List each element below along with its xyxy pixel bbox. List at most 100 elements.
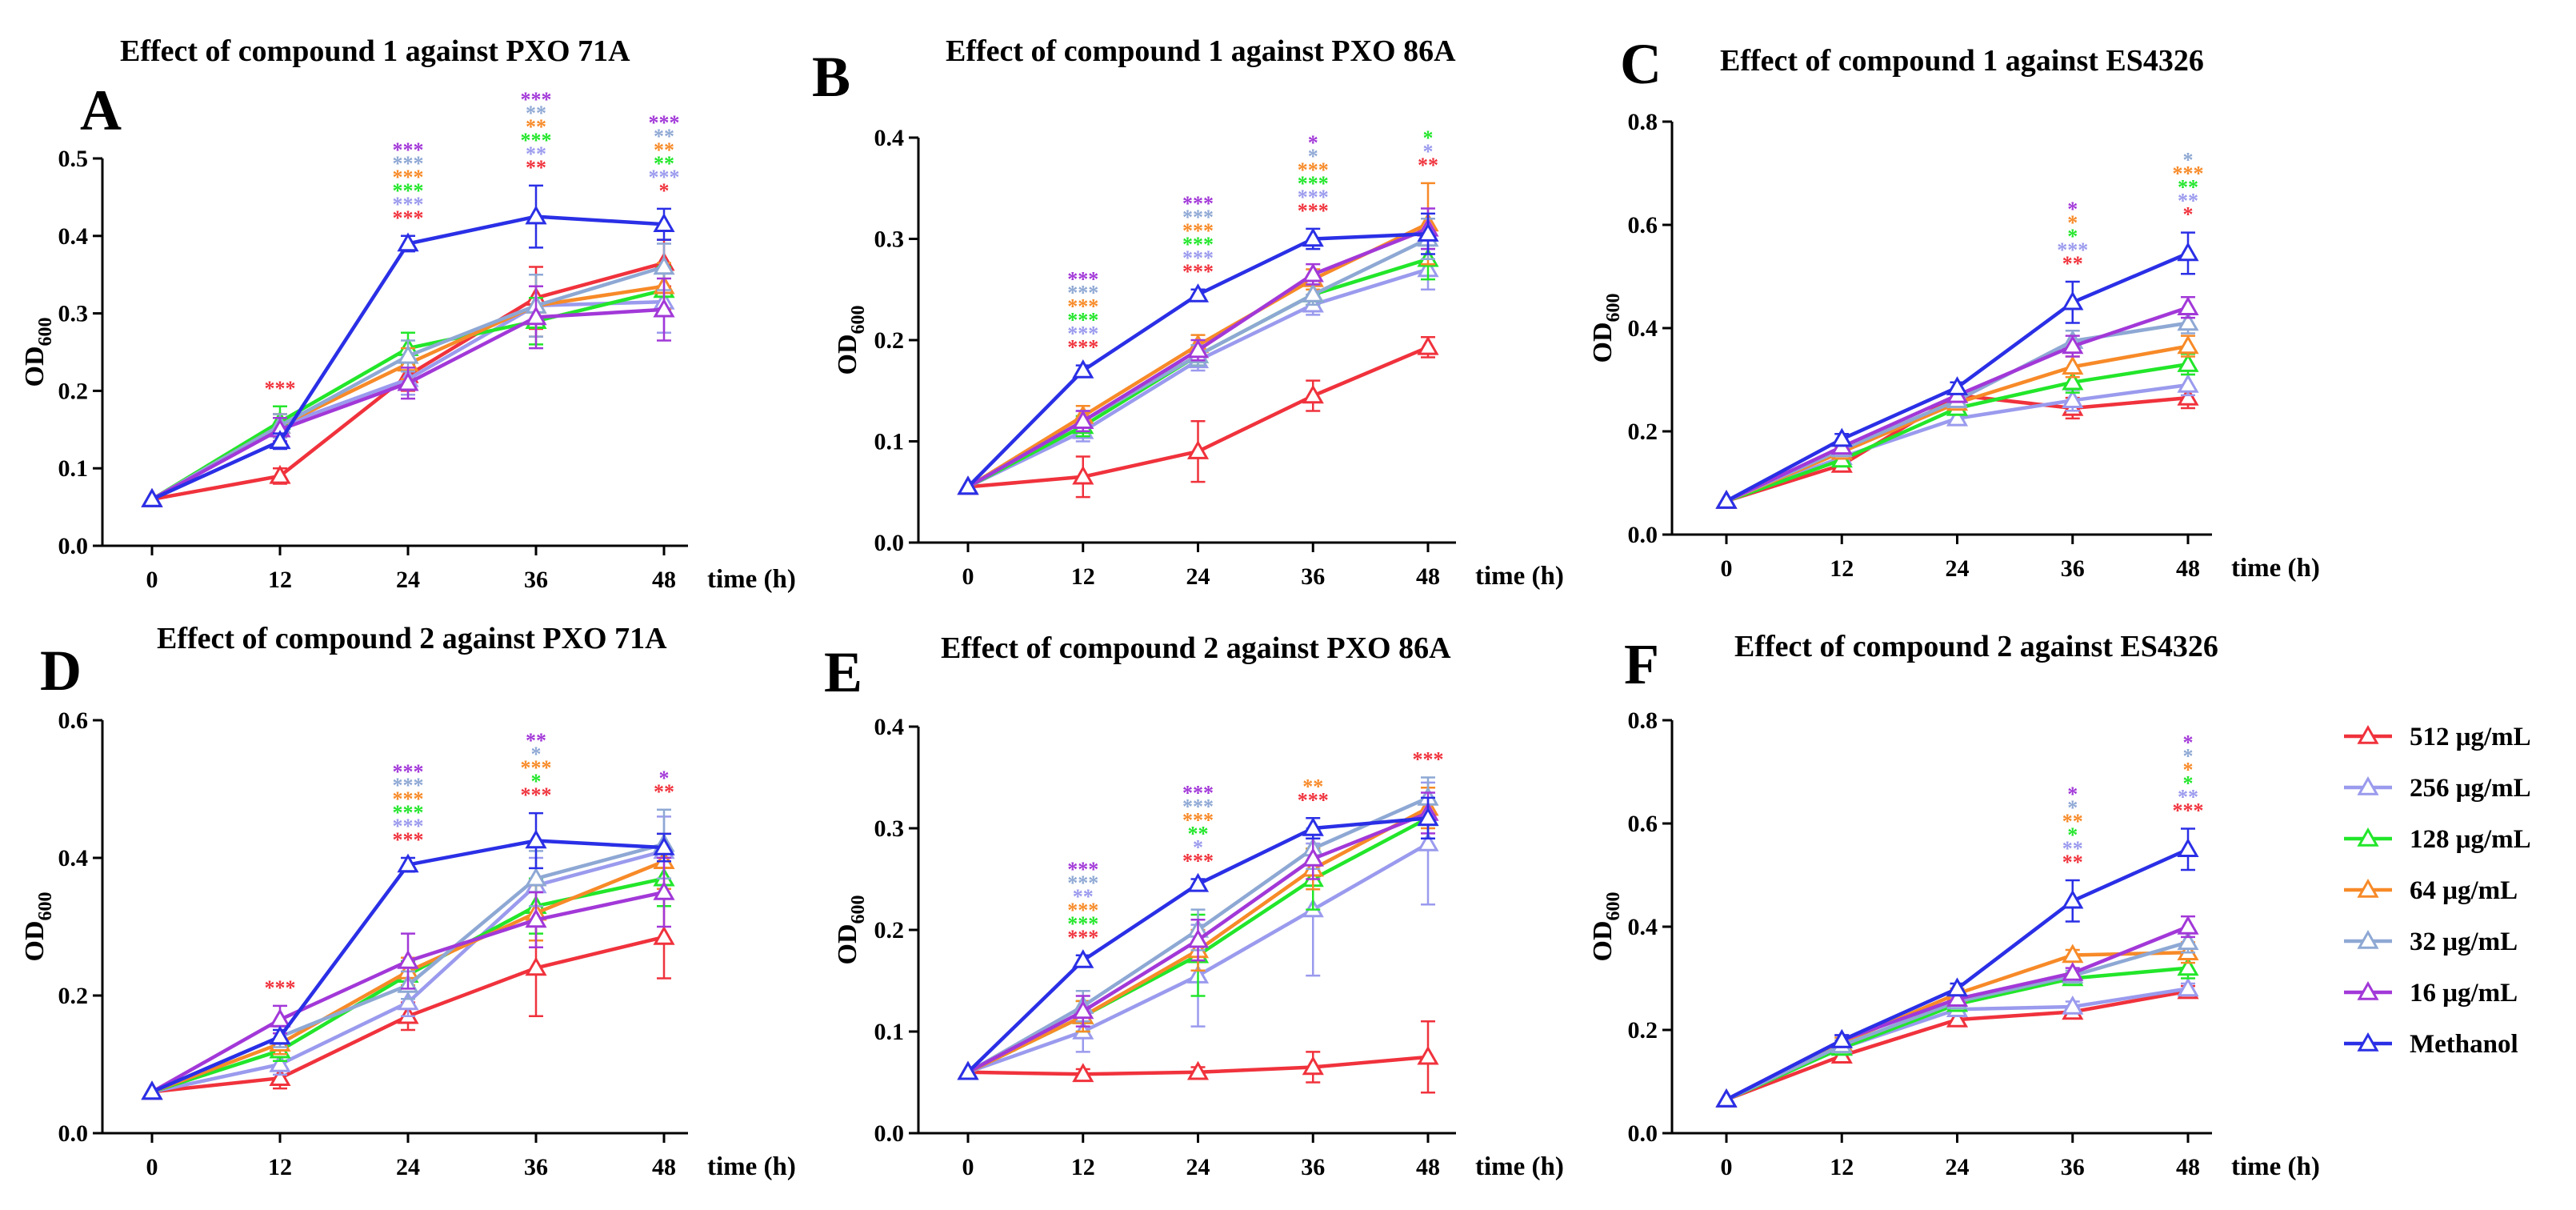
data-point: [653, 298, 675, 318]
panel-letter: D: [40, 639, 82, 703]
data-point: [2062, 290, 2084, 311]
legend-label: 64 μg/mL: [2410, 876, 2518, 905]
data-point: [1072, 465, 1094, 485]
significance-mark: ***: [1298, 172, 1329, 195]
series-methanol: [1715, 827, 2199, 1108]
series-methanol: [957, 212, 1439, 495]
data-point: [1946, 1008, 1969, 1028]
data-point: [2062, 389, 2084, 408]
data-point: [653, 880, 675, 900]
legend-label: Methanol: [2410, 1030, 2518, 1059]
significance-mark: *: [2183, 771, 2194, 795]
x-tick-label: 48: [1416, 563, 1440, 590]
data-point: [1302, 816, 1324, 836]
significance-mark: ***: [1298, 199, 1329, 222]
significance-mark: *: [2183, 744, 2194, 767]
y-axis-label-main: OD: [833, 924, 862, 965]
significance-mark: ***: [1067, 336, 1098, 359]
y-tick-label: 0.0: [1628, 522, 1658, 548]
data-point: [269, 1067, 291, 1086]
significance-mark: *: [1308, 131, 1318, 154]
significance-mark: ***: [265, 976, 296, 1000]
significance-mark: *: [2183, 731, 2194, 754]
y-tick-label: 0.2: [1628, 1017, 1658, 1044]
significance-mark: *: [1423, 140, 1434, 163]
significance-mark: *: [2067, 225, 2078, 248]
x-tick-label: 0: [962, 1154, 974, 1180]
data-point: [1072, 359, 1094, 379]
x-tick-label: 36: [1301, 1154, 1325, 1180]
data-point: [1946, 376, 1969, 395]
significance-mark: ***: [1067, 858, 1098, 881]
data-point: [653, 213, 675, 232]
data-point: [2177, 242, 2199, 262]
y-tick-label: 0.4: [58, 845, 89, 871]
significance-mark: **: [654, 152, 674, 175]
significance-mark: ***: [1413, 748, 1444, 771]
data-point: [1417, 807, 1439, 827]
significance-mark: **: [2062, 252, 2083, 275]
data-point: [1715, 1088, 1738, 1108]
significance-mark: **: [526, 102, 546, 125]
panel-letter: E: [824, 640, 862, 704]
data-point: [269, 464, 291, 484]
y-axis-label: OD600: [20, 318, 56, 387]
panel-D: Effect of compound 2 against PXO 71A D 0.0…: [20, 622, 796, 1181]
data-point: [2177, 296, 2199, 315]
y-tick-label: 0.1: [58, 455, 89, 482]
legend-marker: [2357, 827, 2379, 847]
significance-mark: *: [1423, 126, 1434, 150]
significance-mark: ***: [393, 193, 424, 216]
data-point: [1417, 832, 1439, 851]
significance-mark: *: [2183, 203, 2194, 226]
series-methanol: [957, 796, 1439, 1080]
legend-marker: [2357, 775, 2379, 795]
significance-mark: ***: [1182, 795, 1214, 819]
data-point: [2062, 335, 2084, 355]
significance-mark: ***: [649, 166, 680, 189]
x-tick-label: 12: [1830, 1154, 1854, 1180]
data-point: [2062, 889, 2084, 909]
y-tick-label: 0.0: [874, 530, 905, 556]
significance-mark: ***: [1067, 912, 1098, 936]
legend: 512 μg/mL 256 μg/mL 128 μg/mL 64 μg/mL 32 μg…: [2344, 723, 2531, 1059]
legend-entry: 256 μg/mL: [2344, 774, 2531, 803]
significance-mark: *: [2067, 823, 2078, 847]
x-tick-label: 12: [268, 567, 292, 593]
data-point: [397, 991, 419, 1011]
panel-title: Effect of compound 2 against PXO 86A: [941, 631, 1451, 665]
data-point: [1830, 427, 1853, 447]
x-tick-label: 48: [1416, 1154, 1440, 1180]
data-point: [397, 344, 419, 364]
y-tick-label: 0.3: [58, 301, 89, 327]
data-point: [1302, 262, 1324, 282]
significance-mark: *: [2067, 783, 2078, 806]
data-point: [2177, 956, 2199, 976]
data-point: [397, 371, 419, 391]
significance-mark: **: [654, 780, 674, 803]
significance-mark: ***: [393, 760, 424, 783]
y-axis-label-subscript: 600: [1603, 294, 1624, 323]
panel-letter: B: [812, 45, 850, 109]
y-axis-label: OD600: [833, 895, 869, 965]
x-tick-label: 36: [524, 567, 548, 593]
y-tick-label: 0.6: [1628, 212, 1658, 238]
significance-mark: **: [2062, 837, 2083, 860]
significance-mark: ***: [393, 801, 424, 824]
data-point: [1072, 1063, 1094, 1083]
data-point: [2062, 355, 2084, 375]
x-tick-label: 36: [524, 1154, 548, 1180]
significance-mark: *: [659, 179, 670, 202]
data-point: [1186, 928, 1210, 948]
significance-mark: **: [2178, 785, 2198, 808]
x-tick-label: 0: [1721, 555, 1733, 582]
y-axis-label-subscript: 600: [848, 895, 869, 924]
data-point: [1830, 1028, 1853, 1048]
x-tick-label: 48: [2176, 1154, 2200, 1180]
significance-mark: ***: [1298, 186, 1329, 209]
significance-mark: **: [1188, 823, 1209, 846]
data-point: [269, 1025, 291, 1045]
series-line: [150, 299, 665, 501]
significance-mark: ***: [393, 152, 424, 175]
significance-mark: **: [526, 115, 546, 138]
